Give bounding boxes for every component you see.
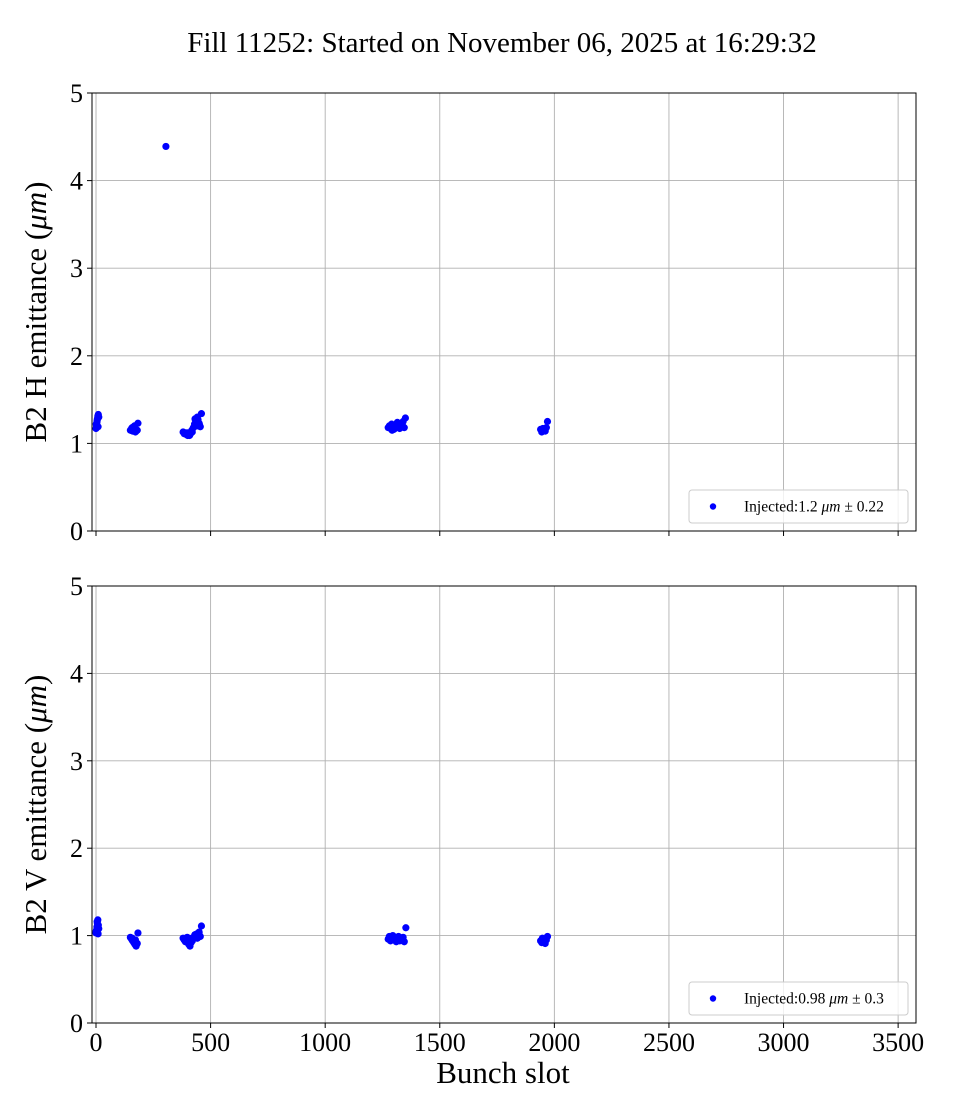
legend-frame bbox=[688, 489, 909, 524]
data-point bbox=[130, 422, 139, 430]
data-point bbox=[402, 924, 410, 932]
y-tick-label: 4 bbox=[70, 167, 83, 196]
y-tick-label: 3 bbox=[70, 747, 83, 776]
y-axis-label: B2 V emittance (μm) bbox=[18, 675, 53, 935]
axes-frame bbox=[91, 585, 917, 1024]
data-point bbox=[94, 423, 102, 431]
x-tick-label: 2000 bbox=[528, 1028, 580, 1057]
data-point bbox=[399, 422, 407, 430]
data-point bbox=[162, 142, 170, 151]
data-point bbox=[543, 417, 552, 426]
data-point bbox=[93, 918, 101, 926]
y-tick-label: 3 bbox=[70, 254, 83, 283]
y-tick-label: 2 bbox=[70, 342, 83, 371]
data-point bbox=[131, 936, 140, 944]
data-point bbox=[195, 421, 204, 429]
axes-frame bbox=[91, 92, 917, 532]
x-tick-label: 3500 bbox=[872, 1028, 924, 1057]
data-point bbox=[388, 426, 396, 434]
legend-label: Injected:0.98 μm ± 0.3 bbox=[744, 991, 884, 1008]
legend-marker bbox=[709, 503, 717, 510]
y-tick-label: 1 bbox=[70, 922, 83, 951]
data-point bbox=[541, 426, 549, 434]
chart-title: Fill 11252: Started on November 06, 2025… bbox=[187, 27, 817, 59]
panel-1: 0 500 1000 1500 2000 2500 3000 3500 0 1 2 3 4 5 B2 V e… bbox=[18, 572, 924, 1057]
legend: Injected:0.98 μm ± 0.3 bbox=[688, 981, 909, 1016]
x-axis-label: Bunch slot bbox=[436, 1055, 570, 1090]
y-tick-label: 5 bbox=[70, 572, 83, 601]
data-point bbox=[193, 413, 201, 421]
legend-frame bbox=[688, 981, 909, 1016]
x-tick-label: 1500 bbox=[414, 1028, 466, 1057]
data-point bbox=[94, 930, 102, 938]
legend-label: Injected:1.2 μm ± 0.22 bbox=[744, 499, 884, 516]
data-point bbox=[388, 934, 396, 942]
data-point bbox=[401, 414, 409, 422]
panel-0: 0 1 2 3 4 5 B2 H emittance (μm) Injected:1.2 μm… bbox=[18, 79, 917, 546]
x-tick-label: 0 bbox=[90, 1028, 103, 1057]
data-points bbox=[92, 142, 552, 440]
y-tick-label: 0 bbox=[70, 1009, 83, 1038]
y-tick-label: 0 bbox=[70, 517, 83, 546]
x-tick-label: 500 bbox=[191, 1028, 230, 1057]
data-points bbox=[92, 916, 552, 950]
data-point bbox=[93, 417, 101, 425]
x-tick-label: 1000 bbox=[299, 1028, 351, 1057]
data-point bbox=[399, 935, 407, 943]
data-point bbox=[195, 932, 204, 940]
data-point bbox=[131, 428, 140, 436]
data-point bbox=[541, 937, 549, 945]
x-tick-label: 3000 bbox=[758, 1028, 810, 1057]
legend: Injected:1.2 μm ± 0.22 bbox=[688, 489, 909, 524]
y-tick-label: 1 bbox=[70, 429, 83, 458]
data-point bbox=[134, 929, 142, 937]
y-tick-label: 4 bbox=[70, 659, 83, 688]
y-tick-label: 2 bbox=[70, 834, 83, 863]
y-tick-label: 5 bbox=[70, 79, 83, 108]
data-point bbox=[197, 922, 206, 930]
x-tick-label: 2500 bbox=[643, 1028, 695, 1057]
legend-marker bbox=[709, 995, 717, 1002]
y-axis-label: B2 H emittance (μm) bbox=[18, 182, 53, 443]
